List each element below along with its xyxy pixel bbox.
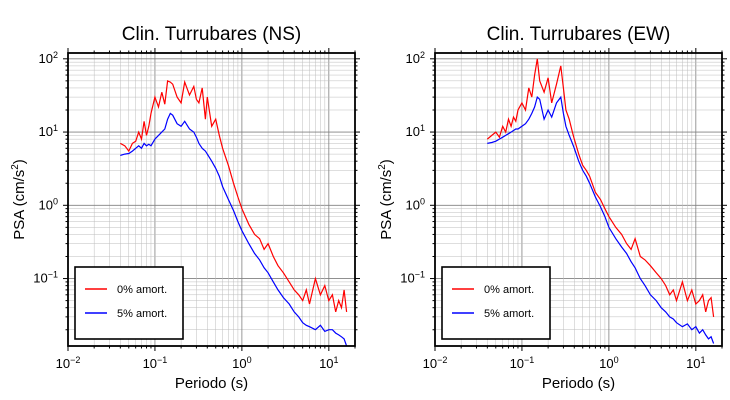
x-tick-label: 10−2 bbox=[56, 355, 81, 371]
legend: 0% amort. 5% amort. bbox=[441, 266, 551, 340]
y-axis-label-text: PSA (cm/s bbox=[11, 170, 28, 240]
y-tick-label-base: 10 bbox=[39, 197, 53, 212]
y-tick-label: 101 bbox=[39, 123, 58, 139]
x-tick-label-base: 10 bbox=[423, 356, 437, 371]
legend-box bbox=[441, 266, 551, 340]
x-tick-label: 101 bbox=[319, 355, 338, 371]
y-tick-label: 102 bbox=[406, 50, 425, 66]
y-tick-label: 100 bbox=[39, 196, 58, 212]
y-tick-label: 101 bbox=[406, 123, 425, 139]
x-axis-label: Periodo (s) bbox=[542, 375, 615, 392]
y-tick-label-base: 10 bbox=[33, 271, 47, 286]
x-tick-label-exponent: −2 bbox=[437, 355, 447, 365]
legend: 0% amort. 5% amort. bbox=[74, 266, 184, 340]
y-tick-label: 102 bbox=[39, 50, 58, 66]
y-tick-label-base: 10 bbox=[39, 124, 53, 139]
x-axis-label: Periodo (s) bbox=[175, 375, 248, 392]
y-axis-label: PSA (cm/s2) bbox=[10, 159, 28, 240]
x-tick-label-base: 10 bbox=[686, 356, 700, 371]
axis-ticks bbox=[63, 48, 360, 351]
x-tick-label: 10−1 bbox=[510, 355, 535, 371]
legend-label: 5% amort. bbox=[117, 308, 167, 320]
y-tick-label-exponent: 0 bbox=[420, 196, 425, 206]
x-tick-label-exponent: 1 bbox=[334, 355, 339, 365]
y-axis-label-close: ) bbox=[378, 159, 395, 164]
y-tick-label-base: 10 bbox=[406, 197, 420, 212]
x-tick-label-exponent: −1 bbox=[524, 355, 534, 365]
x-tick-label-base: 10 bbox=[143, 356, 157, 371]
x-tick-label-base: 10 bbox=[56, 356, 70, 371]
y-tick-label-exponent: 1 bbox=[53, 123, 58, 133]
y-axis-label: PSA (cm/s2) bbox=[377, 159, 395, 240]
series-line-damped bbox=[120, 112, 348, 346]
chart-title: Clin. Turrubares (NS) bbox=[122, 24, 302, 45]
x-tick-label-exponent: 0 bbox=[614, 355, 619, 365]
x-tick-label-exponent: −1 bbox=[157, 355, 167, 365]
x-tick-label-exponent: 0 bbox=[247, 355, 252, 365]
x-tick-label: 100 bbox=[599, 355, 618, 371]
plot-frame bbox=[434, 52, 723, 347]
legend-label: 0% amort. bbox=[484, 284, 534, 296]
y-axis-label-superscript: 2 bbox=[10, 164, 21, 170]
x-tick-label: 10−2 bbox=[423, 355, 448, 371]
legend-label: 5% amort. bbox=[484, 308, 534, 320]
chart-title: Clin. Turrubares (EW) bbox=[487, 24, 671, 45]
legend-label: 0% amort. bbox=[117, 284, 167, 296]
legend-box bbox=[74, 266, 184, 340]
y-tick-label-exponent: −1 bbox=[415, 270, 425, 280]
x-tick-label-base: 10 bbox=[232, 356, 246, 371]
x-tick-label-base: 10 bbox=[319, 356, 333, 371]
x-tick-label: 101 bbox=[686, 355, 705, 371]
axis-ticks bbox=[430, 48, 727, 351]
y-tick-label: 100 bbox=[406, 196, 425, 212]
y-tick-label-exponent: 2 bbox=[420, 50, 425, 60]
series-line-undamped bbox=[120, 79, 348, 313]
x-tick-label-base: 10 bbox=[510, 356, 524, 371]
y-tick-label-exponent: 1 bbox=[420, 123, 425, 133]
y-tick-label-base: 10 bbox=[400, 271, 414, 286]
x-tick-label: 100 bbox=[232, 355, 251, 371]
y-tick-label-exponent: −1 bbox=[48, 270, 58, 280]
x-tick-label-exponent: −2 bbox=[70, 355, 80, 365]
y-tick-label: 10−1 bbox=[400, 270, 425, 286]
y-tick-label-base: 10 bbox=[39, 51, 53, 66]
plot-frame bbox=[67, 52, 356, 347]
y-axis-label-close: ) bbox=[11, 159, 28, 164]
y-tick-label-exponent: 0 bbox=[53, 196, 58, 206]
y-tick-label-exponent: 2 bbox=[53, 50, 58, 60]
y-axis-label-text: PSA (cm/s bbox=[378, 170, 395, 240]
series-line-damped bbox=[487, 95, 715, 344]
y-axis-label-superscript: 2 bbox=[377, 164, 388, 170]
y-tick-label: 10−1 bbox=[33, 270, 58, 286]
x-tick-label-exponent: 1 bbox=[701, 355, 706, 365]
series-line-undamped bbox=[486, 58, 715, 317]
x-tick-label-base: 10 bbox=[599, 356, 613, 371]
y-tick-label-base: 10 bbox=[406, 124, 420, 139]
y-tick-label-base: 10 bbox=[406, 51, 420, 66]
x-tick-label: 10−1 bbox=[143, 355, 168, 371]
